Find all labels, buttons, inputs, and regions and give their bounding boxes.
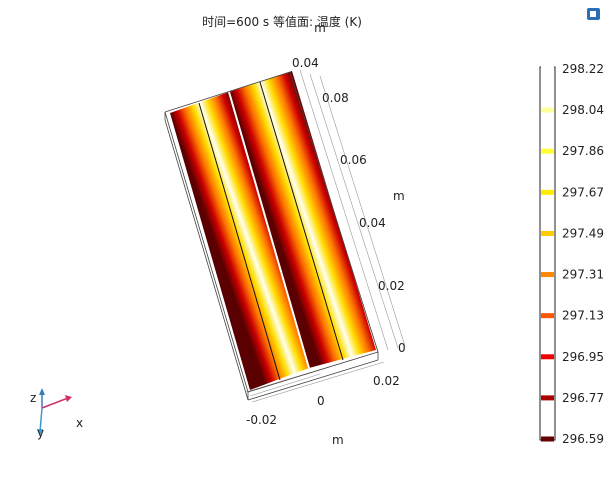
center-line bbox=[198, 102, 281, 381]
triad-label: y bbox=[37, 426, 44, 440]
axis-triad: z y x bbox=[30, 388, 83, 440]
legend-swatch bbox=[541, 66, 554, 72]
legend: 298.22 298.04 297.86 297.67 297.49 297.31 297.… bbox=[541, 62, 604, 446]
legend-swatch bbox=[541, 436, 554, 442]
legend-label: 296.95 bbox=[562, 350, 604, 364]
tick-label: 0.02 bbox=[373, 374, 400, 388]
tick-label: 0.04 bbox=[359, 216, 386, 230]
legend-bar bbox=[539, 66, 556, 441]
tick-label: 0 bbox=[398, 341, 406, 355]
gap bbox=[228, 91, 310, 369]
bounding-box bbox=[164, 71, 379, 401]
tick-label: 0.02 bbox=[378, 279, 405, 293]
legend-label: 296.59 bbox=[562, 432, 604, 446]
legend-label: 297.67 bbox=[562, 185, 604, 199]
center-line bbox=[259, 81, 344, 361]
axis-unit: m bbox=[314, 21, 326, 35]
title: 时间=600 s 等值面: 温度 (K) bbox=[202, 14, 362, 29]
tick-label: 0.06 bbox=[340, 153, 367, 167]
tick-label: -0.02 bbox=[246, 413, 277, 427]
legend-swatch bbox=[541, 148, 554, 154]
legend-swatch bbox=[541, 189, 554, 195]
legend-swatch bbox=[541, 313, 554, 319]
axis-unit: m bbox=[332, 433, 344, 447]
legend-label: 297.13 bbox=[562, 309, 604, 323]
tick-label: 0.08 bbox=[322, 91, 349, 105]
tick-label: 0 bbox=[317, 394, 325, 408]
legend-swatch bbox=[541, 230, 554, 236]
legend-label: 297.86 bbox=[562, 144, 604, 158]
legend-swatch bbox=[541, 395, 554, 401]
axis-unit: m bbox=[393, 189, 405, 203]
icon-inner bbox=[590, 11, 596, 17]
isosurface bbox=[229, 71, 376, 368]
triad-label: x bbox=[76, 416, 83, 430]
legend-label: 297.31 bbox=[562, 268, 604, 282]
legend-swatch bbox=[541, 107, 554, 113]
legend-label: 298.22 bbox=[562, 62, 604, 76]
legend-swatch bbox=[541, 354, 554, 360]
tick-label: 0.04 bbox=[292, 56, 319, 70]
legend-label: 297.49 bbox=[562, 226, 604, 240]
legend-label: 298.04 bbox=[562, 103, 604, 117]
legend-label: 296.77 bbox=[562, 391, 604, 405]
triad-label: z bbox=[30, 391, 36, 405]
legend-swatch bbox=[541, 272, 554, 278]
